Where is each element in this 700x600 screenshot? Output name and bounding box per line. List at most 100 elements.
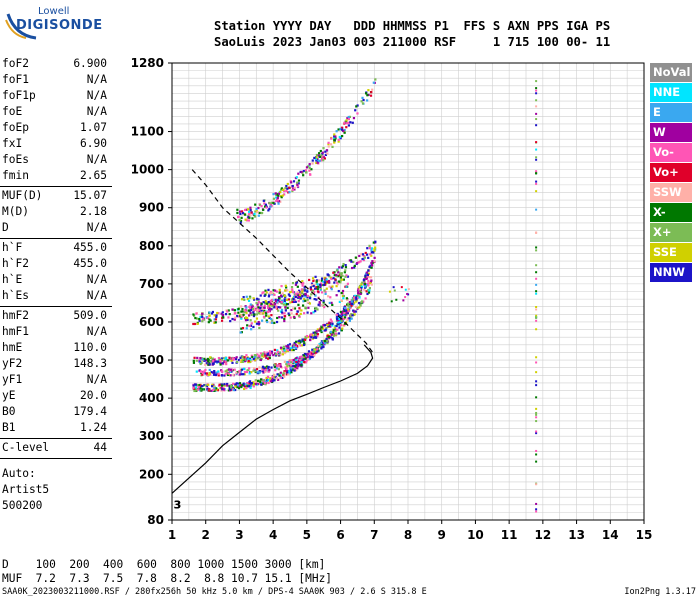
echo-point <box>346 282 349 285</box>
echo-point <box>234 316 237 319</box>
echo-point <box>330 137 333 140</box>
echo-point <box>247 299 251 302</box>
echo-point <box>249 319 252 322</box>
echo-point <box>248 216 251 219</box>
echo-point <box>240 368 244 371</box>
echo-point <box>267 379 270 382</box>
echo-point <box>198 360 201 363</box>
x-tick-label: 7 <box>370 528 378 542</box>
echo-point <box>311 283 314 287</box>
x-tick-label: 5 <box>303 528 311 542</box>
echo-point <box>270 366 273 369</box>
echo-point <box>256 303 259 306</box>
echo-point <box>298 363 302 366</box>
echo-point <box>260 383 263 386</box>
echo-point <box>259 305 262 308</box>
echo-point <box>347 115 350 119</box>
echo-point <box>253 212 256 216</box>
echo-point <box>293 368 296 371</box>
echo-point <box>277 200 281 203</box>
echo-point <box>311 348 314 351</box>
echo-point-column <box>535 319 538 322</box>
echo-point <box>269 352 272 355</box>
echo-point <box>215 388 218 391</box>
echo-point <box>253 313 256 316</box>
echo-point <box>192 386 195 389</box>
echo-point <box>227 372 230 375</box>
echo-point <box>208 311 211 314</box>
echo-point <box>234 358 238 361</box>
lowell-logo <box>2 6 97 40</box>
echo-point <box>245 306 248 309</box>
echo-point <box>361 96 364 99</box>
echo-point <box>289 180 292 183</box>
echo-point <box>367 93 370 96</box>
param-row: foE N/A <box>0 104 112 120</box>
echo-point <box>296 285 299 288</box>
echo-point <box>286 289 289 292</box>
echo-point <box>359 304 362 307</box>
echo-point <box>233 309 236 312</box>
echo-point <box>213 387 216 390</box>
echo-point <box>311 159 314 162</box>
echo-point <box>260 204 263 208</box>
echo-point <box>319 345 322 348</box>
echo-point <box>275 196 278 199</box>
echo-point <box>356 289 360 292</box>
echo-point <box>264 293 267 296</box>
echo-point <box>312 336 316 339</box>
echo-point <box>367 288 370 292</box>
echo-point <box>305 171 308 174</box>
echo-point <box>241 307 244 311</box>
echo-point <box>195 317 199 320</box>
echo-point <box>267 366 270 369</box>
echo-point <box>343 271 346 274</box>
echo-point <box>296 310 299 313</box>
echo-point <box>240 317 243 320</box>
echo-point <box>220 384 224 387</box>
echo-point <box>224 373 227 376</box>
echo-point <box>316 308 319 311</box>
echo-point <box>240 310 243 313</box>
echo-point-outlier <box>388 290 391 293</box>
echo-point <box>193 322 197 326</box>
echo-point <box>313 156 316 160</box>
echo-point <box>314 158 317 161</box>
param-row: hmF1 N/A <box>0 324 112 340</box>
echo-point <box>348 115 351 118</box>
echo-point <box>301 344 304 347</box>
echo-point <box>240 373 243 376</box>
param-value: 6.90 <box>80 137 107 150</box>
echo-point <box>278 364 281 367</box>
echo-point <box>247 213 251 216</box>
echo-point <box>257 300 260 304</box>
param-value: 15.07 <box>73 189 107 202</box>
echo-point <box>283 360 286 363</box>
echo-point <box>296 185 299 188</box>
echo-point-outlier <box>402 299 405 302</box>
echo-point <box>280 302 284 305</box>
echo-point <box>236 211 239 215</box>
echo-point <box>266 351 269 354</box>
echo-point <box>349 121 352 124</box>
echo-point <box>294 295 297 299</box>
echo-point <box>370 263 374 267</box>
echo-point <box>259 294 262 297</box>
x-tick-label: 3 <box>235 528 243 542</box>
echo-point <box>305 361 308 364</box>
echo-point <box>310 293 313 296</box>
echo-point <box>258 379 261 382</box>
echo-point <box>260 319 264 322</box>
echo-point <box>217 370 220 373</box>
echo-point <box>297 172 300 175</box>
echo-point <box>304 306 307 309</box>
echo-point <box>291 288 294 291</box>
echo-point <box>244 208 247 212</box>
echo-point <box>335 315 339 318</box>
echo-point <box>285 298 289 302</box>
echo-point <box>252 385 255 388</box>
echo-point <box>207 373 210 377</box>
echo-point <box>206 357 209 361</box>
echo-point <box>331 285 334 288</box>
echo-point <box>247 210 251 213</box>
